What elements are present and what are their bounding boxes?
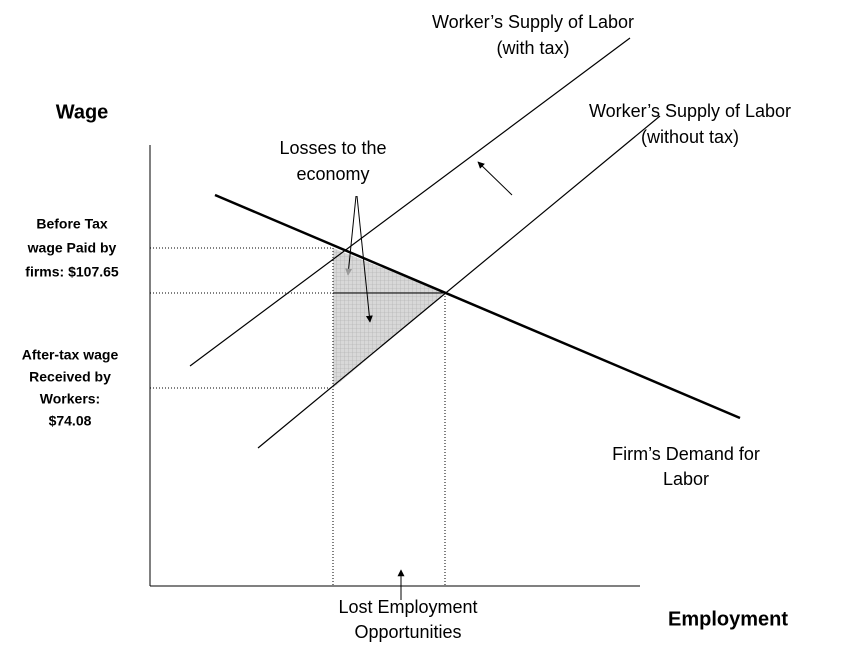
- label: Worker’s Supply of Labor: [432, 12, 634, 32]
- arrow: [356, 195, 373, 323]
- label: Firm’s Demand for: [612, 444, 760, 464]
- label: Lost Employment: [338, 597, 477, 617]
- deadweight-loss: [333, 248, 445, 388]
- label: Labor: [663, 469, 709, 489]
- label: wage Paid by: [27, 240, 117, 256]
- x-axis-label: Employment: [668, 608, 788, 630]
- label: Losses to the: [279, 138, 386, 158]
- arrow: [477, 161, 513, 196]
- label: economy: [296, 164, 369, 184]
- supply-with-tax-line: [189, 37, 631, 367]
- label: Received by: [29, 369, 111, 385]
- label: After-tax wage: [22, 347, 119, 363]
- label: Workers:: [40, 391, 100, 407]
- label: (without tax): [641, 127, 739, 147]
- y-axis-label: Wage: [56, 101, 109, 123]
- label: firms: $107.65: [25, 264, 119, 280]
- label: (with tax): [496, 38, 569, 58]
- label: Opportunities: [354, 622, 461, 642]
- label: $74.08: [49, 413, 92, 429]
- demand-line: [214, 193, 741, 420]
- label: Worker’s Supply of Labor: [589, 101, 791, 121]
- label: Before Tax: [36, 216, 108, 232]
- arrow: [345, 195, 357, 276]
- supply-without-tax-line: [257, 115, 661, 449]
